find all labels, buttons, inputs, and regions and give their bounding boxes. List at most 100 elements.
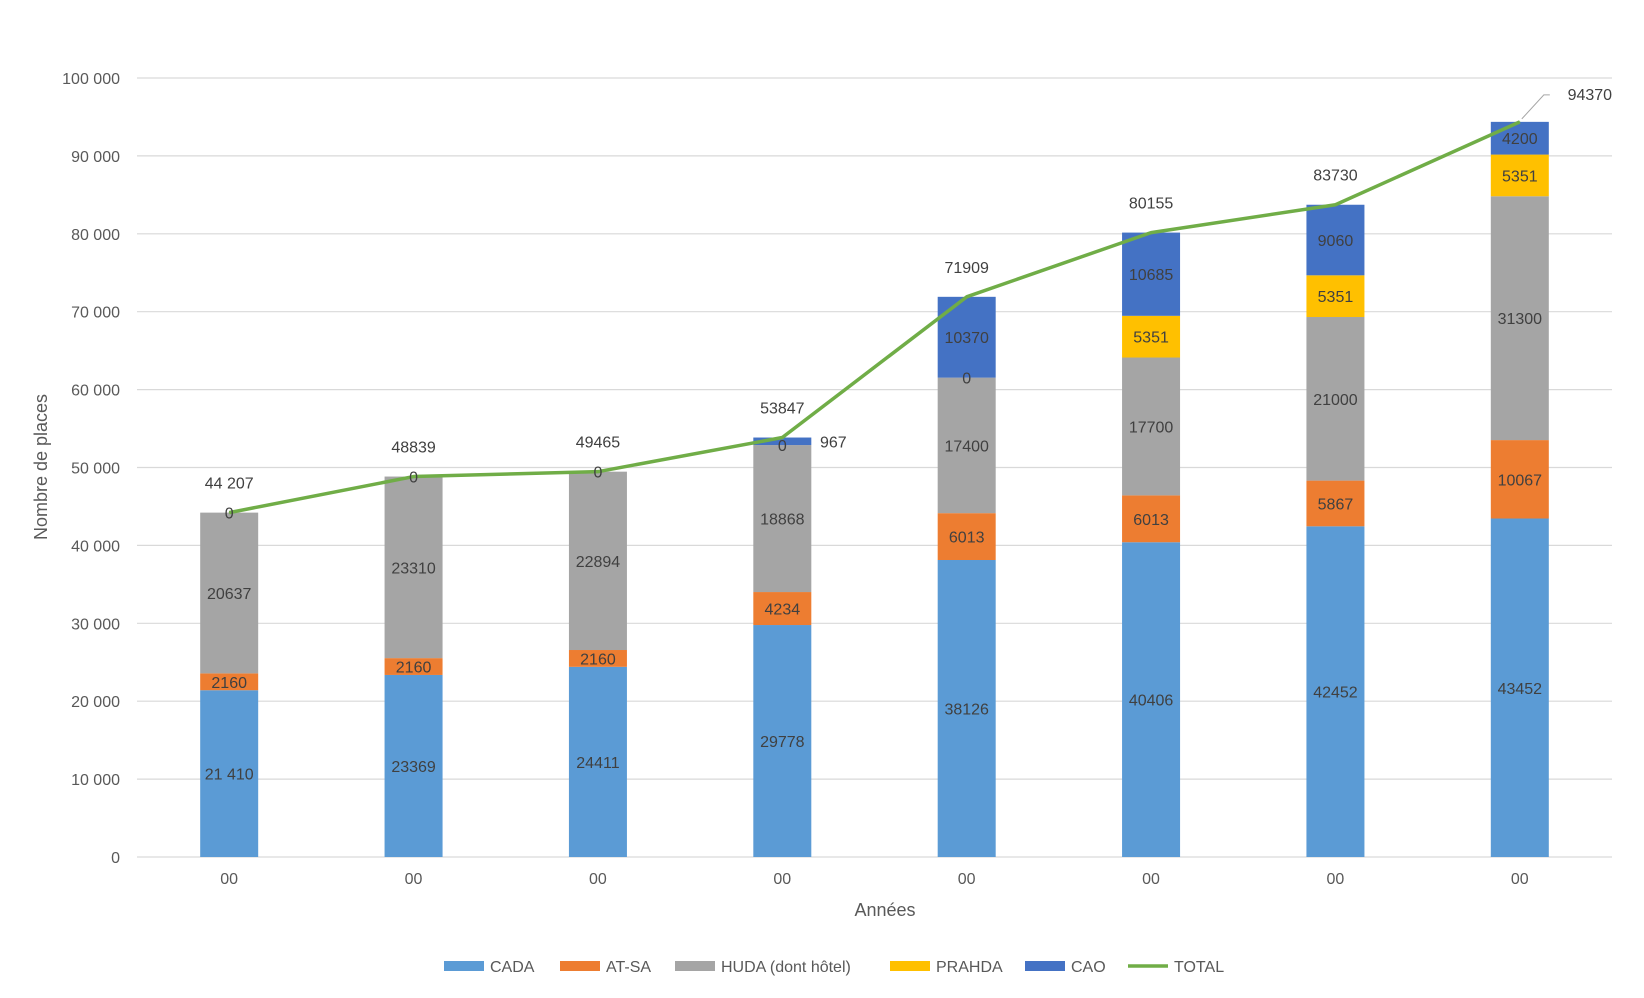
data-label: 4234 — [765, 602, 801, 619]
data-label: 0 — [962, 371, 971, 388]
data-label: 29778 — [760, 734, 805, 751]
legend-swatch — [444, 961, 484, 971]
bar-segment-cao — [753, 437, 812, 446]
bar-segment-cao — [1122, 232, 1181, 316]
bar-segment-huda — [753, 445, 812, 593]
x-tick-label: 00 — [1511, 871, 1529, 888]
bar-segment-at-sa — [937, 513, 996, 560]
x-axis-title: Années — [854, 900, 915, 920]
y-tick-label: 20 000 — [71, 694, 120, 711]
total-line-point — [597, 471, 599, 473]
total-label: 71909 — [944, 260, 989, 277]
data-label: 5351 — [1318, 289, 1354, 306]
data-label: 21 410 — [205, 767, 254, 784]
bar-segment-prahda — [1306, 275, 1365, 318]
legend-label: HUDA (dont hôtel) — [721, 959, 851, 976]
total-label: 80155 — [1129, 196, 1174, 213]
bar-segment-cada — [1306, 526, 1365, 857]
bar-segment-cada — [753, 625, 812, 857]
data-label: 6013 — [949, 530, 985, 547]
data-label: 24411 — [576, 755, 619, 772]
bars — [200, 121, 1549, 857]
legend-label: CADA — [490, 959, 535, 976]
x-tick-label: 00 — [1142, 871, 1160, 888]
bar-segment-prahda — [1490, 154, 1549, 197]
bar-segment-cada — [384, 674, 443, 857]
bar-segment-at-sa — [753, 592, 812, 626]
x-axis-ticks: 00 00 00 00 00 00 00 00 — [220, 871, 1529, 888]
bar-segment-huda — [937, 377, 996, 514]
legend-swatch — [675, 961, 715, 971]
bar-segment-huda — [384, 476, 443, 659]
data-label: 10370 — [944, 330, 989, 347]
bar-segment-cada — [568, 666, 627, 857]
data-label: 21000 — [1313, 392, 1358, 409]
y-tick-label: 10 000 — [71, 772, 120, 789]
data-label: 10067 — [1498, 472, 1543, 489]
bar-segment-cada — [1490, 518, 1549, 857]
data-label: 4200 — [1502, 131, 1538, 148]
y-tick-label: 70 000 — [71, 305, 120, 322]
data-label: 5867 — [1318, 496, 1354, 513]
bar-segment-at-sa — [1122, 495, 1181, 543]
bar-segment-huda — [1490, 196, 1549, 441]
x-tick-label: 00 — [589, 871, 607, 888]
data-label: 17700 — [1129, 419, 1174, 436]
total-line-point — [781, 437, 783, 439]
y-tick-label: 50 000 — [71, 461, 120, 478]
data-label: 0 — [409, 470, 418, 487]
data-label: 2160 — [211, 675, 247, 692]
total-line-point — [966, 296, 968, 298]
bar-segment-at-sa — [1306, 480, 1365, 527]
data-label: 6013 — [1133, 512, 1169, 529]
total-line-point — [413, 476, 415, 478]
bar-segment-at-sa — [384, 658, 443, 675]
data-label: 2160 — [396, 660, 432, 677]
data-labels: 21 410 2160 20637 0 23369 2160 23310 0 24411 2160… — [205, 87, 1612, 784]
data-label: 9060 — [1318, 233, 1354, 250]
data-label: 2160 — [580, 651, 616, 668]
y-tick-label: 60 000 — [71, 383, 120, 400]
gridlines — [137, 77, 1612, 858]
data-label: 23310 — [391, 560, 436, 577]
data-label: 0 — [593, 465, 602, 482]
data-label: 40406 — [1129, 693, 1174, 710]
x-tick-label: 00 — [1327, 871, 1345, 888]
data-label: 967 — [820, 434, 847, 451]
data-label: 18868 — [760, 512, 805, 529]
legend-label: AT-SA — [606, 959, 651, 976]
data-label: 0 — [225, 506, 234, 523]
bar-segment-at-sa — [568, 650, 627, 667]
x-tick-label: 00 — [773, 871, 791, 888]
data-label: 17400 — [944, 438, 989, 455]
legend-swatch — [890, 961, 930, 971]
total-label: 44 207 — [205, 476, 254, 493]
y-tick-label: 90 000 — [71, 149, 120, 166]
bar-segment-huda — [568, 471, 627, 651]
y-axis-title: Nombre de places — [31, 394, 51, 540]
data-label: 10685 — [1129, 267, 1174, 284]
y-axis-ticks: 0 10 000 20 000 30 000 40 000 50 000 60 000 70 … — [62, 71, 120, 867]
y-tick-label: 80 000 — [71, 227, 120, 244]
data-label: 20637 — [207, 586, 252, 603]
legend-swatch — [560, 961, 600, 971]
data-label: 23369 — [391, 759, 436, 776]
total-label: 94370 — [1568, 87, 1613, 104]
legend-label: TOTAL — [1174, 959, 1224, 976]
total-line-point — [1334, 204, 1336, 206]
bar-segment-at-sa — [200, 673, 259, 691]
bar-segment-cada — [1122, 542, 1181, 857]
y-tick-label: 30 000 — [71, 616, 120, 633]
total-label: 48839 — [391, 440, 436, 457]
legend-label: CAO — [1071, 959, 1106, 976]
total-line-point — [1150, 232, 1152, 234]
data-label: 38126 — [944, 701, 989, 718]
x-tick-label: 00 — [405, 871, 423, 888]
total-label: 53847 — [760, 401, 805, 418]
total-label: 83730 — [1313, 168, 1358, 185]
total-line-path — [228, 120, 1521, 515]
bar-segment-cao — [1490, 121, 1549, 155]
data-label: 31300 — [1498, 311, 1543, 328]
